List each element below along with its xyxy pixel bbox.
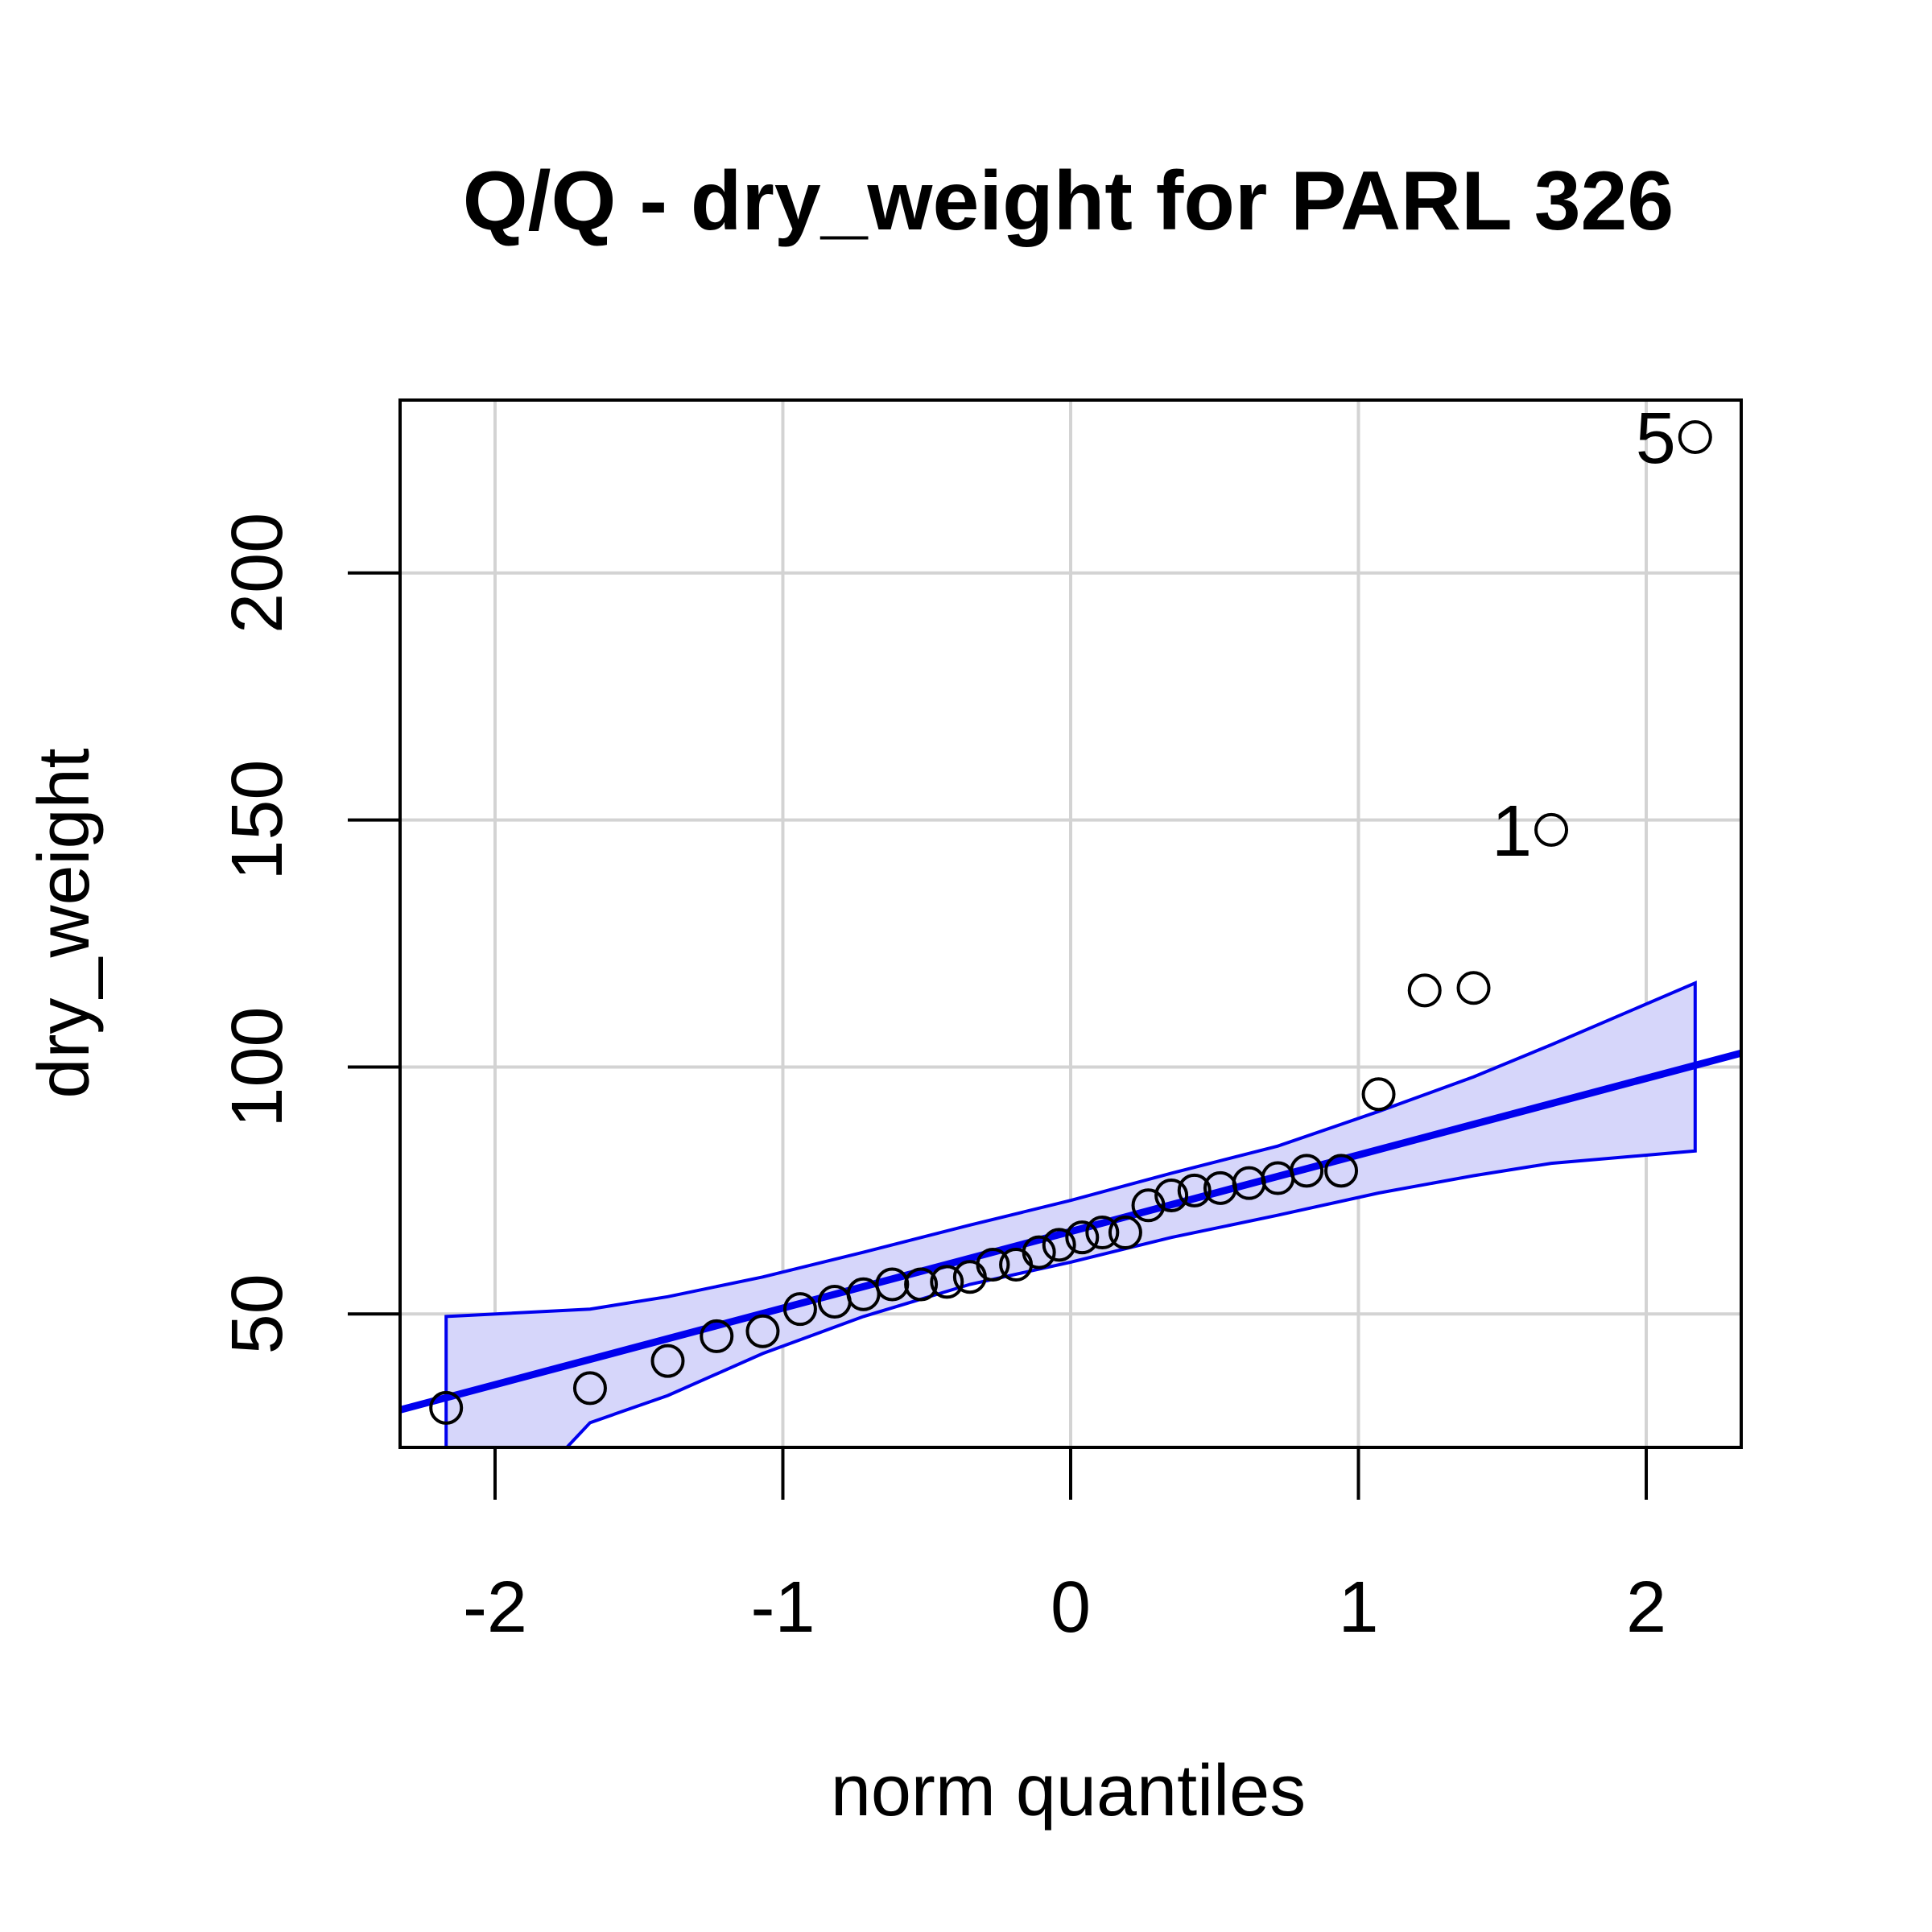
data-point	[572, 1371, 607, 1406]
data-point	[782, 1292, 817, 1327]
y-tick-label: 50	[217, 1274, 298, 1354]
data-point	[1042, 1228, 1076, 1262]
data-point	[976, 1247, 1010, 1282]
point-label: 5	[1636, 398, 1676, 479]
y-tick-label: 100	[217, 1006, 298, 1127]
x-tick-label: -2	[463, 1567, 527, 1648]
data-point	[930, 1265, 964, 1299]
reference-line	[400, 1049, 1741, 1414]
data-point	[1324, 1154, 1359, 1188]
x-tick-label: 2	[1626, 1567, 1666, 1648]
data-point	[1678, 420, 1712, 455]
x-axis: -2 -1 0 1 2	[463, 1447, 1666, 1648]
envelope-band	[444, 980, 1697, 1447]
data-point	[1407, 973, 1442, 1008]
y-axis-label: dry_weight	[24, 748, 105, 1098]
grid	[400, 400, 1741, 1447]
data-point	[1456, 971, 1491, 1005]
data-point	[1065, 1220, 1100, 1255]
y-tick-label: 200	[217, 513, 298, 634]
data-point	[745, 1314, 780, 1348]
data-point	[1108, 1216, 1142, 1250]
data-point	[1022, 1235, 1056, 1269]
x-tick-label: 0	[1051, 1567, 1091, 1648]
y-tick-label: 150	[217, 760, 298, 881]
data-point	[1290, 1154, 1324, 1188]
data-point	[700, 1319, 734, 1353]
data-points: 15	[429, 398, 1712, 1425]
x-tick-label: 1	[1338, 1567, 1378, 1648]
data-point	[904, 1267, 939, 1302]
chart-title: Q/Q - dry_weight for PARL 326	[463, 155, 1674, 248]
data-point	[650, 1344, 685, 1378]
data-point	[875, 1267, 910, 1302]
x-tick-label: -1	[750, 1567, 815, 1648]
confidence-envelope	[444, 980, 1697, 1447]
y-axis: 50 100 150 200	[217, 513, 400, 1354]
data-point	[1131, 1188, 1166, 1223]
data-point	[429, 1390, 464, 1425]
data-point	[1177, 1173, 1212, 1208]
data-point	[1154, 1179, 1189, 1213]
data-point	[1361, 1077, 1396, 1112]
data-point	[1085, 1216, 1120, 1250]
x-axis-label: norm quantiles	[831, 1751, 1306, 1831]
reference-line-path	[400, 1049, 1741, 1414]
point-label: 1	[1492, 791, 1532, 872]
data-point	[1534, 812, 1569, 847]
